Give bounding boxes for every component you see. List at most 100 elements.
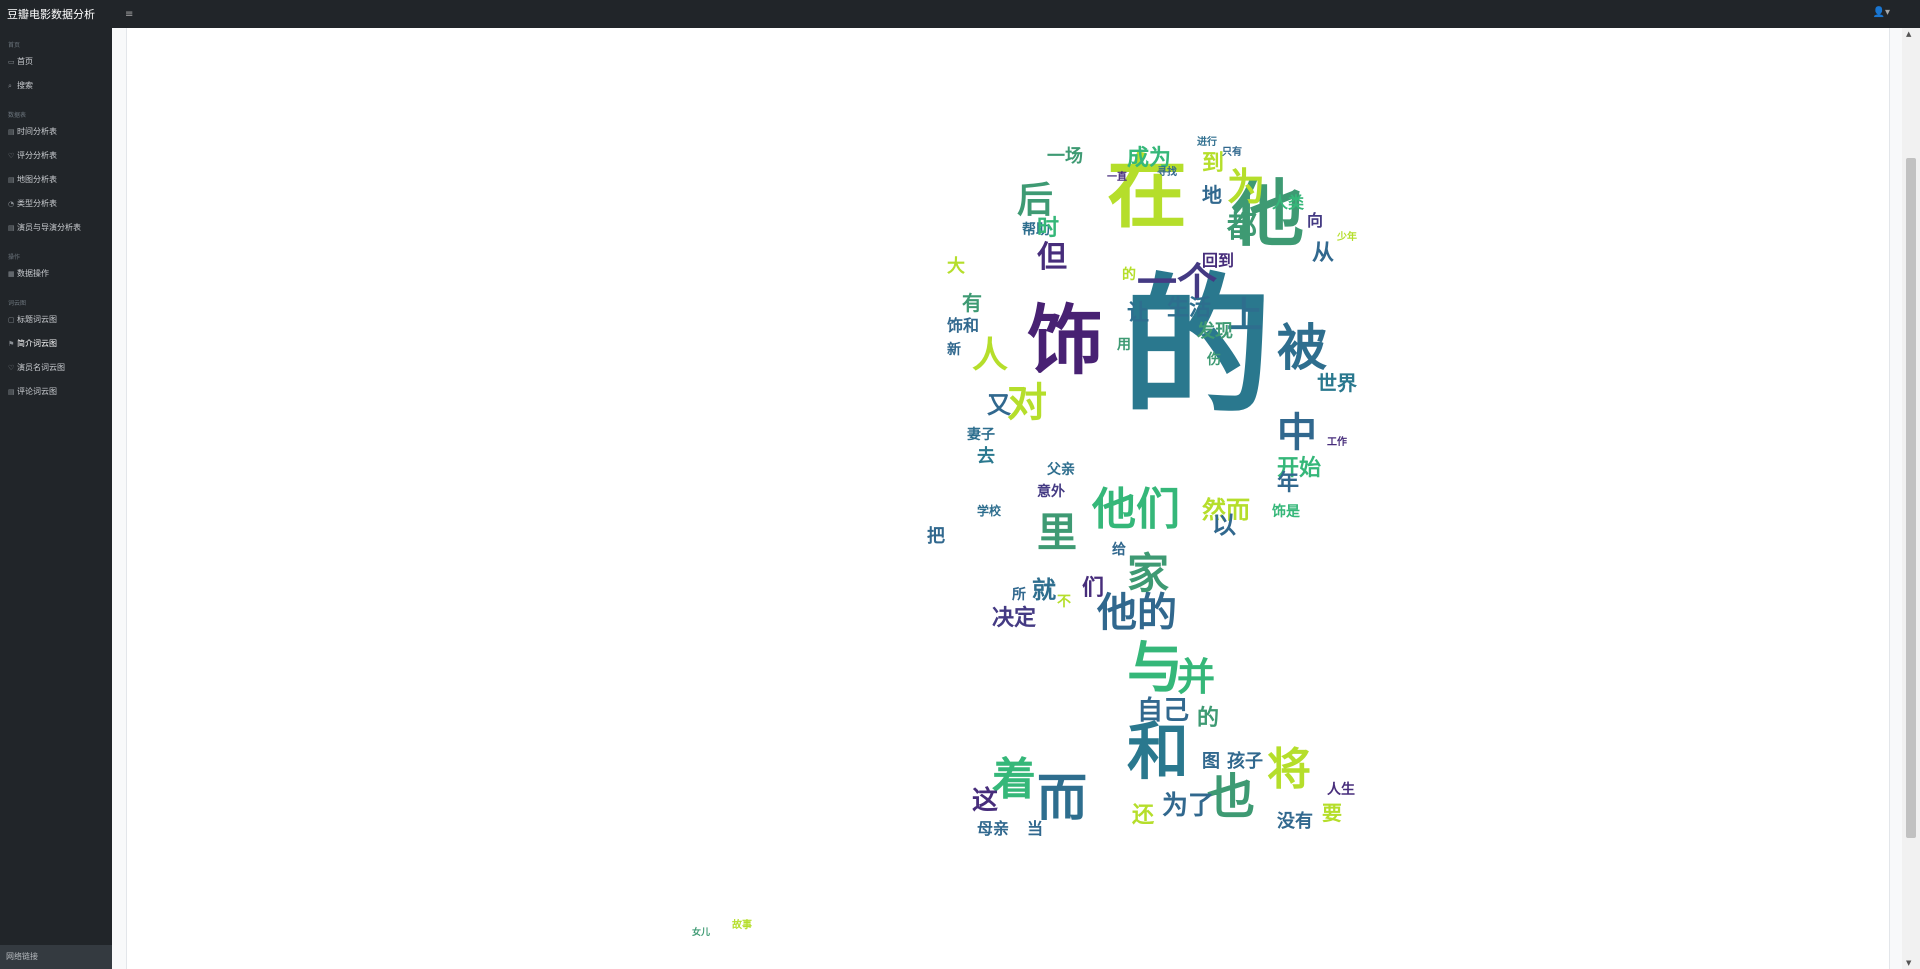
cloud-word: 时 (1037, 216, 1060, 241)
page-scrollbar[interactable]: ▲ ▼ (1902, 28, 1920, 969)
sidebar-item[interactable]: ▭ 首页 (0, 50, 112, 74)
scroll-up-icon[interactable]: ▲ (1906, 30, 1912, 38)
sidebar-heading: 数据表 (8, 112, 27, 119)
cloud-word: 少年 (1337, 232, 1357, 243)
menu-icon[interactable]: ≡ (125, 8, 134, 20)
sidebar-item[interactable]: ⚑ 简介词云图 (0, 332, 112, 356)
cloud-word: 这 (972, 786, 999, 816)
sidebar-item-label: 地图分析表 (17, 175, 57, 184)
cloud-word: 妻子 (967, 427, 995, 443)
cloud-word: 一场 (1047, 146, 1083, 167)
cloud-word: 当 (1027, 819, 1044, 838)
cloud-word: 中 (1277, 410, 1317, 456)
cloud-word: 从 (1312, 241, 1335, 266)
sidebar-item-label: 数据操作 (17, 269, 49, 278)
cloud-word: 还 (1132, 803, 1155, 828)
sidebar-item[interactable]: ♡ 评分分析表 (0, 144, 112, 168)
cloud-word: 的 (1122, 261, 1273, 435)
cloud-word: 又 (987, 391, 1011, 419)
scroll-down-icon[interactable]: ▼ (1906, 959, 1912, 967)
table-icon: ▤ (8, 176, 15, 184)
heart-icon: ♡ (8, 364, 15, 372)
cloud-word: 故事 (732, 920, 752, 931)
cloud-word: 家 (1127, 549, 1170, 598)
cloud-word: 只有 (1222, 147, 1242, 158)
sidebar-heading: 操作 (8, 254, 21, 261)
cloud-word: 给 (1112, 542, 1126, 558)
sidebar-item[interactable]: ▢ 标题词云图 (0, 308, 112, 332)
user-icon[interactable]: 👤▾ (1872, 7, 1890, 18)
sidebar-item[interactable]: ▤ 地图分析表 (0, 168, 112, 192)
cloud-word: 为 (1227, 165, 1266, 209)
sidebar-footer[interactable]: 网络链接 (0, 945, 112, 969)
cloud-word: 里 (1037, 510, 1077, 556)
cloud-word: 的 (1197, 706, 1220, 731)
table-icon: ▤ (8, 224, 15, 232)
sidebar-item[interactable]: ▤ 演员与导演分析表 (0, 216, 112, 240)
wordcloud-card: 的 在他饰和与而 他们也 被 一个着 将 对里他的家 中 上 为 后人 但 都 成为 生活 开始 世界 然而 决定自… (126, 28, 1890, 969)
cloud-word: 一直 (1107, 172, 1127, 183)
cloud-word: 人生 (1327, 782, 1355, 798)
cloud-word: 孩子 (1227, 751, 1263, 772)
scrollbar-thumb[interactable] (1906, 158, 1916, 838)
cloud-word: 地 (1202, 183, 1222, 207)
grid-icon: ▦ (8, 270, 15, 278)
cloud-word: 着 (992, 754, 1036, 805)
cloud-word: 后 (1017, 180, 1054, 221)
sidebar-item-label: 首页 (17, 57, 33, 66)
sidebar-item[interactable]: ◔ 类型分析表 (0, 192, 112, 216)
cloud-word: 在 (1107, 146, 1187, 239)
cloud-word: 并 (1177, 655, 1216, 699)
cloud-word: 伤 (1207, 352, 1221, 368)
sidebar-item-label: 标题词云图 (17, 315, 57, 324)
cloud-word: 意外 (1037, 484, 1065, 500)
table-icon: ▤ (8, 128, 15, 136)
cloud-word: 决定 (992, 606, 1037, 631)
flag-icon: ⚑ (8, 340, 15, 348)
cloud-word: 以 (1212, 511, 1236, 539)
sidebar-item[interactable]: ▦ 数据操作 (0, 262, 112, 286)
cloud-word: 有 (962, 291, 982, 315)
cloud-word: 上 (1227, 295, 1264, 336)
search-icon: ⌕ (8, 82, 12, 90)
sidebar-item[interactable]: ⌕ 搜索 (0, 74, 112, 98)
cloud-word: 饰和 (947, 316, 980, 335)
cloud-word: 母亲 (977, 819, 1010, 838)
cloud-word: 开始 (1277, 456, 1322, 481)
cloud-word: 所 (1012, 587, 1026, 603)
cloud-word: 和 (1127, 715, 1190, 788)
cloud-word: 新 (947, 342, 961, 358)
cloud-word: 人 (972, 335, 1009, 376)
comment-icon: ▢ (8, 316, 15, 324)
cloud-word: 发现 (1197, 321, 1233, 342)
cloud-word: 把 (927, 526, 945, 547)
cloud-word: 被 (1277, 319, 1327, 377)
sidebar-item-label: 类型分析表 (17, 199, 57, 208)
cloud-word: 去 (977, 446, 995, 467)
cloud-word: 而 (1037, 769, 1087, 827)
cloud-word: 向 (1307, 211, 1324, 230)
sidebar-item[interactable]: ♡ 演员名词云图 (0, 356, 112, 380)
cloud-word: 他们 (1092, 484, 1180, 535)
heart-icon: ♡ (8, 152, 15, 160)
cloud-word: 让 (1127, 301, 1150, 326)
cloud-word: 他 (1232, 172, 1305, 256)
main-content: 的 在他饰和与而 他们也 被 一个着 将 对里他的家 中 上 为 后人 但 都 成为 生活 开始 世界 然而 决定自… (112, 28, 1902, 969)
cloud-word: 对 (1007, 380, 1047, 426)
cloud-word: 大 (947, 256, 965, 277)
sidebar-item-label: 演员名词云图 (17, 363, 65, 372)
sidebar-item[interactable]: ▤ 评论词云图 (0, 380, 112, 404)
cloud-word: 工作 (1327, 437, 1347, 448)
brand-title[interactable]: 豆瓣电影数据分析 (7, 8, 95, 21)
sidebar-item[interactable]: ▤ 时间分析表 (0, 120, 112, 144)
cloud-word: 要 (1322, 801, 1342, 825)
cloud-word: 也 (1207, 769, 1256, 825)
cloud-word: 成为 (1127, 146, 1172, 171)
cloud-word: 女儿 (692, 928, 711, 938)
sidebar-item-label: 简介词云图 (17, 339, 57, 348)
cloud-word: 图 (1202, 751, 1220, 772)
cloud-word: 饰 (1027, 296, 1103, 385)
sidebar-heading: 首页 (8, 42, 21, 49)
monitor-icon: ▭ (8, 58, 15, 66)
cloud-word: 学校 (977, 504, 1002, 518)
